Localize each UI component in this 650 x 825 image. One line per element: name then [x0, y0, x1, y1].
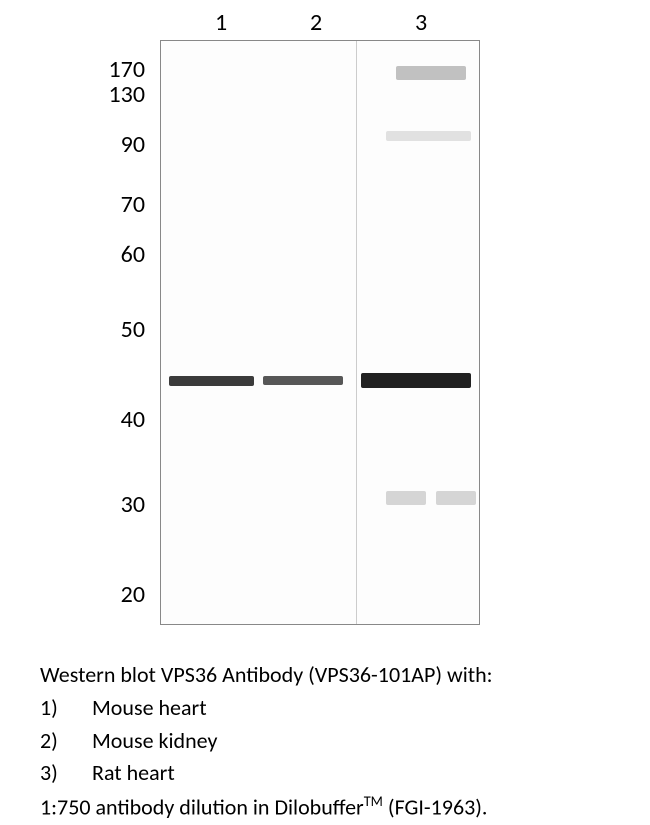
blot-band-lane3	[361, 373, 471, 388]
lane-label-3: 3	[415, 8, 427, 37]
mw-marker-40: 40	[121, 405, 145, 434]
mw-marker-130: 130	[109, 80, 146, 109]
caption-item-2: 2)Mouse kidney	[40, 726, 620, 757]
caption-item-3: 3)Rat heart	[40, 758, 620, 789]
caption-title: Western blot VPS36 Antibody (VPS36-101AP…	[40, 660, 620, 691]
caption-item-text: Rat heart	[72, 759, 175, 786]
blot-band-lane1	[169, 376, 254, 386]
blot-band-lane3	[386, 131, 471, 141]
caption-dilution-pre: 1:750 antibody dilution in Dilobuffer	[40, 794, 364, 821]
blot-membrane	[160, 40, 480, 625]
mw-marker-column: 170 130 90 70 60 50 40 30 20	[0, 0, 155, 640]
blot-band-lane3	[386, 491, 426, 505]
caption-item-text: Mouse kidney	[72, 727, 217, 754]
caption-item-num: 1)	[40, 693, 72, 724]
caption-dilution: 1:750 antibody dilution in DilobufferTM …	[40, 791, 620, 823]
blot-band-lane3	[396, 66, 466, 80]
caption-item-num: 2)	[40, 726, 72, 757]
blot-band-lane2	[263, 376, 343, 385]
mw-marker-20: 20	[121, 580, 145, 609]
lane-label-2: 2	[310, 8, 322, 37]
caption-dilution-post: (FGI-1963).	[383, 794, 488, 821]
lane-divider	[356, 41, 357, 624]
mw-marker-30: 30	[121, 490, 145, 519]
mw-marker-70: 70	[121, 190, 145, 219]
lane-label-1: 1	[215, 8, 227, 37]
caption-item-1: 1)Mouse heart	[40, 693, 620, 724]
blot-band-lane3	[436, 491, 476, 505]
figure-container: 1 2 3 170 130 90 70 60 50 40 30 20	[0, 0, 650, 640]
caption-item-text: Mouse heart	[72, 694, 207, 721]
mw-marker-60: 60	[121, 240, 145, 269]
caption-trademark: TM	[364, 792, 383, 810]
figure-caption: Western blot VPS36 Antibody (VPS36-101AP…	[40, 660, 620, 825]
mw-marker-90: 90	[121, 130, 145, 159]
mw-marker-50: 50	[121, 315, 145, 344]
caption-item-num: 3)	[40, 758, 72, 789]
